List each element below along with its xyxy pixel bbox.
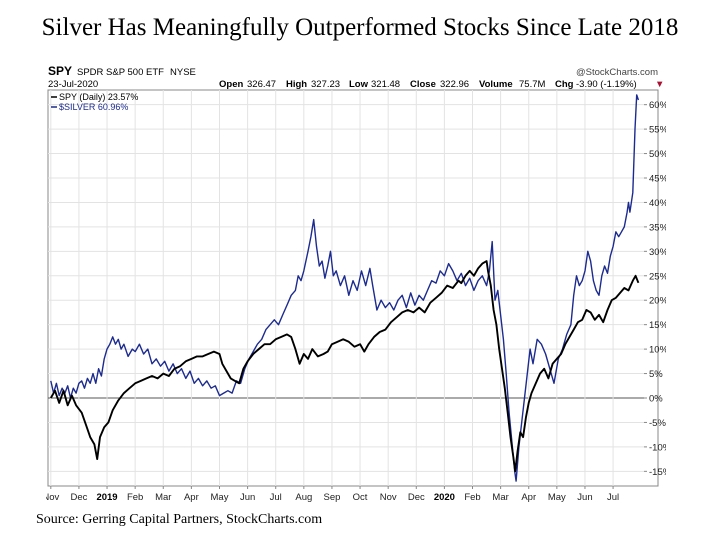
y-tick-label: -10% — [649, 442, 666, 453]
y-tick-label: 25% — [649, 271, 666, 282]
y-tick-label: 0% — [649, 394, 663, 405]
x-tick-label: Jul — [270, 492, 282, 502]
close-value: 322.96 — [440, 79, 469, 90]
volume-label: Volume — [479, 79, 513, 90]
stockcharts-watermark: @StockCharts.com — [576, 67, 658, 78]
y-tick-label: -15% — [649, 467, 666, 478]
x-tick-label: May — [211, 492, 229, 502]
y-tick-label: -5% — [649, 418, 666, 429]
symbol-description: SPDR S&P 500 ETF — [77, 67, 164, 78]
x-axis-ticks: Nov Dec 2019 Feb Mar Apr May Jun Jul Aug Sep Oct Nov… — [46, 486, 619, 502]
y-tick-label: 15% — [649, 320, 666, 331]
x-tick-label: Dec — [408, 492, 425, 502]
y-tick-label: 45% — [649, 174, 666, 185]
y-tick-label: 5% — [649, 369, 663, 380]
open-value: 326.47 — [247, 79, 276, 90]
x-tick-label: Dec — [70, 492, 87, 502]
y-tick-label: 60% — [649, 100, 666, 111]
x-tick-label: Mar — [492, 492, 508, 502]
x-tick-label: Apr — [521, 492, 536, 502]
chart-date: 23-Jul-2020 — [48, 79, 98, 90]
chg-label: Chg — [555, 79, 574, 90]
y-tick-label: 20% — [649, 296, 666, 307]
x-tick-label: Jun — [240, 492, 255, 502]
x-tick-label: Mar — [155, 492, 171, 502]
stock-chart: SPY SPDR S&P 500 ETF NYSE @StockCharts.c… — [46, 64, 666, 502]
x-tick-label: Jun — [577, 492, 592, 502]
volume-value: 75.7M — [519, 79, 545, 90]
x-tick-label: 2019 — [96, 492, 117, 502]
series-line-spy — [49, 260, 640, 473]
legend-spy: SPY (Daily) 23.57% — [59, 92, 138, 102]
y-tick-label: 50% — [649, 149, 666, 160]
x-tick-label: Feb — [127, 492, 143, 502]
y-tick-label: 10% — [649, 345, 666, 356]
exchange-label: NYSE — [170, 67, 196, 78]
x-tick-label: Apr — [184, 492, 199, 502]
low-value: 321.48 — [371, 79, 400, 90]
series-lines — [49, 94, 640, 482]
high-value: 327.23 — [311, 79, 340, 90]
x-tick-label: May — [548, 492, 566, 502]
symbol-label: SPY — [48, 64, 72, 78]
x-tick-label: Feb — [464, 492, 480, 502]
chart-headline: Silver Has Meaningfully Outperformed Sto… — [41, 14, 679, 41]
x-tick-label: Aug — [295, 492, 312, 502]
x-tick-label: Sep — [323, 492, 340, 502]
chg-value: -3.90 (-1.19%) — [576, 79, 637, 90]
y-tick-label: 30% — [649, 247, 666, 258]
y-axis-ticks: -15% -10% -5% 0% 5% 10% 15% 20% 25% 30% 35% 40% 45% 5… — [644, 100, 666, 478]
x-tick-label: Oct — [353, 492, 368, 502]
x-tick-label: 2020 — [434, 492, 455, 502]
y-tick-label: 40% — [649, 198, 666, 209]
chart-legend: SPY (Daily) 23.57% $SILVER 60.96% — [51, 92, 138, 112]
close-label: Close — [410, 79, 436, 90]
high-label: High — [286, 79, 307, 90]
x-tick-label: Nov — [380, 492, 397, 502]
y-tick-label: 35% — [649, 222, 666, 233]
legend-silver: $SILVER 60.96% — [59, 102, 128, 112]
open-label: Open — [219, 79, 243, 90]
x-tick-label: Nov — [46, 492, 60, 502]
chg-down-arrow-icon: ▼ — [655, 79, 664, 90]
low-label: Low — [349, 79, 369, 90]
x-tick-label: Jul — [607, 492, 619, 502]
plot-frame — [47, 89, 659, 487]
y-tick-label: 55% — [649, 125, 666, 136]
source-note: Source: Gerring Capital Partners, StockC… — [36, 512, 323, 527]
